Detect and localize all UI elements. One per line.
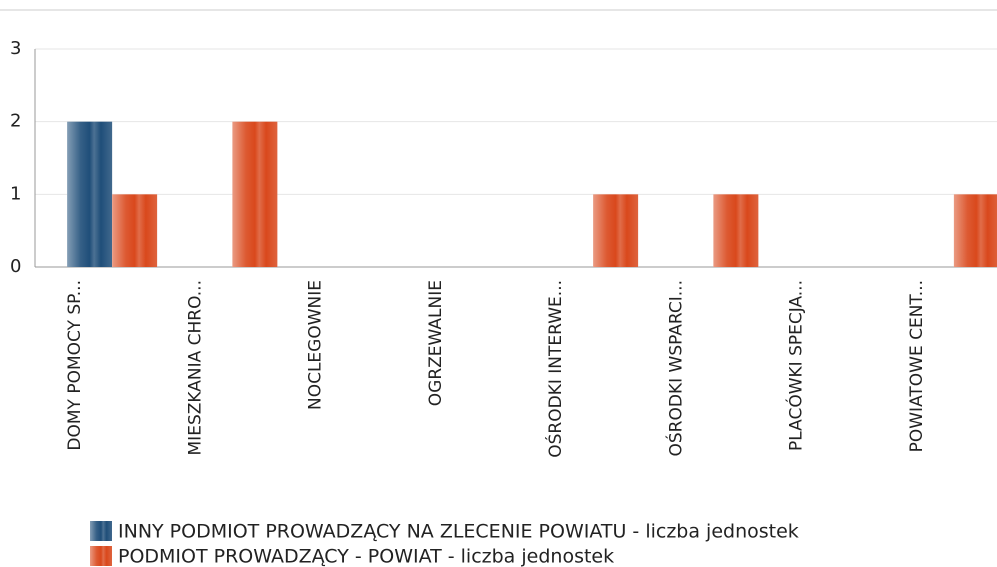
legend-swatch: [90, 546, 112, 566]
x-tick-label: DOMY POMOCY SP...: [65, 280, 85, 451]
x-tick-label: MIESZKANIA CHRO...: [185, 280, 205, 455]
bar: [713, 194, 759, 267]
legend-label: PODMIOT PROWADZĄCY - POWIAT - liczba jed…: [118, 546, 614, 567]
bar: [232, 121, 278, 268]
bar: [67, 121, 113, 268]
bar: [593, 194, 639, 267]
y-tick-label: 3: [10, 38, 21, 59]
x-tick-label: POWIATOWE CENT...: [907, 280, 927, 452]
x-tick-label: PLACÓWKI SPECJA...: [785, 280, 807, 451]
y-tick-label: 2: [10, 111, 21, 132]
x-tick-label: OGRZEWALNIE: [426, 280, 446, 406]
x-tick-label: OŚRODKI INTERWE...: [544, 280, 566, 458]
legend-label: INNY PODMIOT PROWADZĄCY NA ZLECENIE POWI…: [118, 521, 799, 543]
x-tick-label: NOCLEGOWNIE: [306, 280, 326, 410]
y-tick-label: 1: [10, 183, 21, 204]
bar: [112, 194, 158, 267]
x-tick-label: OŚRODKI WSPARCI...: [664, 280, 686, 456]
y-tick-label: 0: [10, 256, 21, 277]
legend-swatch: [90, 521, 112, 541]
bar: [953, 194, 997, 267]
